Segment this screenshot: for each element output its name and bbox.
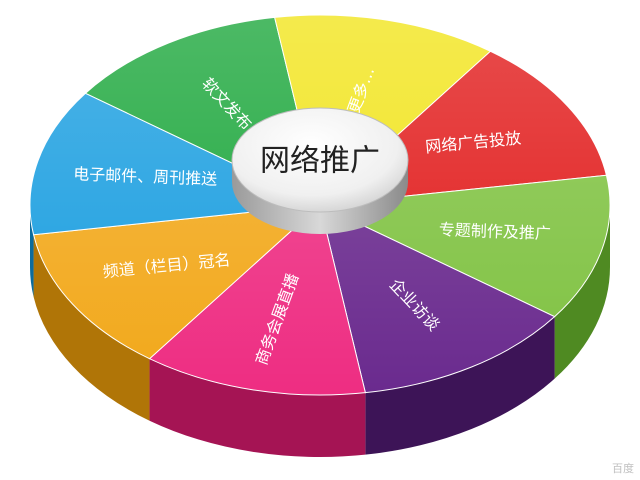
seg-special-topic-side bbox=[554, 205, 610, 379]
seg-expo-live-side bbox=[149, 358, 366, 458]
hub-top bbox=[231, 107, 409, 213]
center-hub: 网络推广 bbox=[231, 107, 409, 234]
center-label: 网络推广 bbox=[260, 144, 380, 179]
watermark: 百度 bbox=[612, 462, 634, 475]
seg-email-weekly-side bbox=[30, 205, 34, 297]
pie-sides bbox=[30, 205, 610, 458]
hub-side bbox=[232, 160, 408, 234]
seg-enterprise-interview-side bbox=[365, 316, 555, 455]
seg-channel-sponsor-side bbox=[33, 234, 150, 421]
seg-special-topic-label: 专题制作及推广 bbox=[439, 220, 552, 243]
